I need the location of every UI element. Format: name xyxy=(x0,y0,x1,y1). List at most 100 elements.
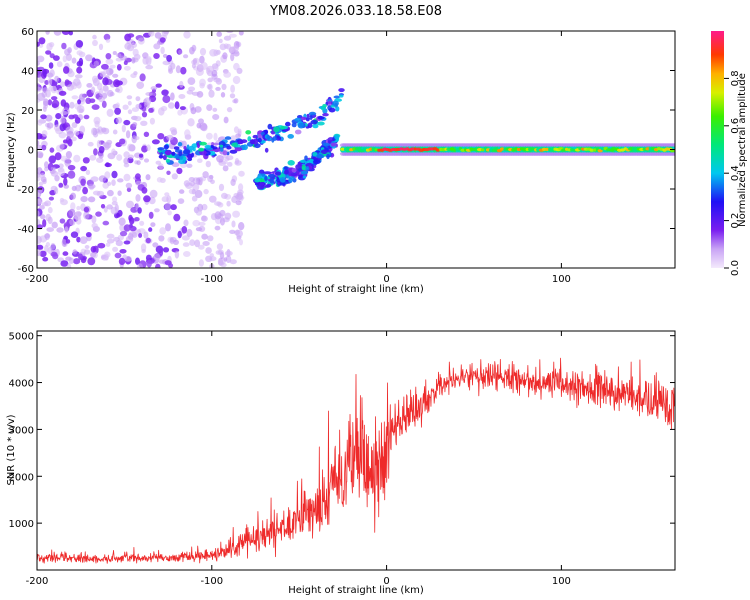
spectrogram-cell xyxy=(91,215,97,224)
spectrogram-cell xyxy=(272,136,278,141)
spectrogram-cell xyxy=(205,247,212,254)
spectrogram-cell xyxy=(212,142,219,146)
spectrogram-cell xyxy=(160,46,165,55)
spectrogram-cell xyxy=(199,82,205,89)
colorbar-tick-label: 0.4 xyxy=(730,165,741,181)
spectrogram-cell xyxy=(150,86,158,91)
spectrogram-cell xyxy=(38,37,46,45)
spectrogram-cell xyxy=(43,98,49,107)
spectrogram-cell xyxy=(230,53,235,62)
spectrogram-cell xyxy=(85,169,91,175)
spectrogram-cell xyxy=(211,69,218,77)
spectrogram-cell xyxy=(328,100,332,105)
spectrogram-cell xyxy=(194,106,202,113)
spectrogram-cell xyxy=(53,31,62,36)
spectrogram-cell xyxy=(308,111,317,116)
spectrogram-cell xyxy=(326,153,330,160)
spectrogram-cell xyxy=(264,175,268,182)
spectrogram-cell xyxy=(46,227,54,233)
spectrogram-cell xyxy=(328,107,336,113)
spectrogram-cell xyxy=(47,99,53,106)
spectrogram-cell xyxy=(180,66,187,75)
spectrogram-cell xyxy=(132,122,138,127)
snr-ytick-label: 3000 xyxy=(9,425,34,436)
spectrogram-cell xyxy=(198,225,206,232)
spectrogram-cell xyxy=(83,249,91,255)
spectrogram-cell xyxy=(47,77,53,86)
spectrogram-cell xyxy=(257,137,262,143)
spectrogram-cell xyxy=(132,48,139,57)
spectrogram-cell xyxy=(143,195,151,203)
spectrogram-cell xyxy=(289,176,295,180)
spectrogram-cell xyxy=(89,98,96,103)
spectrogram-cell xyxy=(291,122,297,128)
spectrogram-cell xyxy=(197,64,204,69)
spectrogram-cell xyxy=(287,134,295,139)
spectrogram-cell xyxy=(59,143,65,150)
spectrogram-cell xyxy=(115,102,120,108)
spectrogram-cell xyxy=(165,158,170,163)
spectrogram-cell xyxy=(220,92,226,98)
spectrogram-cell xyxy=(75,184,81,192)
spectrogram-cell xyxy=(153,53,160,59)
spectrogram-cell xyxy=(166,54,173,62)
spectrogram-cell xyxy=(209,49,218,57)
spectrogram-cell xyxy=(123,60,128,65)
spectrogram-cell xyxy=(40,114,47,120)
spectrogram-cell xyxy=(58,131,67,139)
spectrogram-cell xyxy=(102,127,110,135)
spectrogram-cell xyxy=(182,242,190,247)
spectrogram-cell xyxy=(191,152,194,158)
spectrogram-cell xyxy=(245,130,252,135)
spectrogram-cell xyxy=(134,217,140,222)
spectrogram-cell xyxy=(174,101,180,110)
spectrogram-cell xyxy=(269,178,275,184)
spectrogram-cell xyxy=(186,144,190,150)
colorbar-tick-label: 0.2 xyxy=(730,213,741,229)
spectrogram-cell xyxy=(168,263,174,268)
spectrogram-cell xyxy=(67,70,75,78)
spectrogram-cell xyxy=(235,229,240,236)
spectrogram-cell xyxy=(145,174,151,181)
spectrogram-cell xyxy=(148,107,154,113)
spectrogram-cell xyxy=(76,205,81,211)
spectrogram-cell xyxy=(305,117,310,122)
spectrogram-cell xyxy=(171,162,180,168)
spectrogram-cell xyxy=(62,139,69,144)
spectrogram-ytick-label: 0 xyxy=(28,146,34,157)
spectrogram-cell xyxy=(178,151,183,157)
spectrogram-cell xyxy=(191,195,198,202)
spectrogram-cell xyxy=(141,111,148,118)
spectrogram-cell xyxy=(127,100,132,106)
spectrogram-cell xyxy=(44,233,50,240)
spectrogram-cell xyxy=(56,61,63,68)
spectrogram-cell xyxy=(209,256,217,262)
spectrogram-cell xyxy=(58,182,64,188)
spectrogram-cell xyxy=(177,230,182,239)
spectrogram-cell xyxy=(208,89,215,98)
spectrogram-cell xyxy=(48,62,54,69)
spectrogram-cell xyxy=(187,118,195,127)
spectrogram-cell xyxy=(203,188,209,195)
spectrogram-cell xyxy=(105,53,112,60)
spectrogram-cell xyxy=(117,209,123,217)
spectrogram-cell xyxy=(215,86,221,91)
spectrogram-ylabel: Frequency (Hz) xyxy=(6,112,17,188)
spectrogram-cell xyxy=(174,250,180,259)
spectrogram-cell xyxy=(76,236,81,243)
spectrogram-cell xyxy=(226,200,231,207)
spectrogram-cell xyxy=(67,164,76,171)
spectrogram-cell xyxy=(136,81,145,90)
spectrogram-cell xyxy=(143,97,152,106)
spectrogram-cell xyxy=(298,168,302,172)
spectrogram-cell xyxy=(73,130,80,136)
spectrogram-cell xyxy=(146,259,152,268)
spectrogram-cell xyxy=(87,196,96,203)
spectrogram-cell xyxy=(158,235,165,242)
spectrogram-ytick-label: 60 xyxy=(21,27,34,38)
spectrogram-cell xyxy=(126,200,134,209)
spectrogram-cell xyxy=(98,175,107,183)
spectrogram-cell xyxy=(170,204,177,211)
spectrogram-cell xyxy=(89,154,97,161)
spectrogram-cell xyxy=(264,129,269,135)
